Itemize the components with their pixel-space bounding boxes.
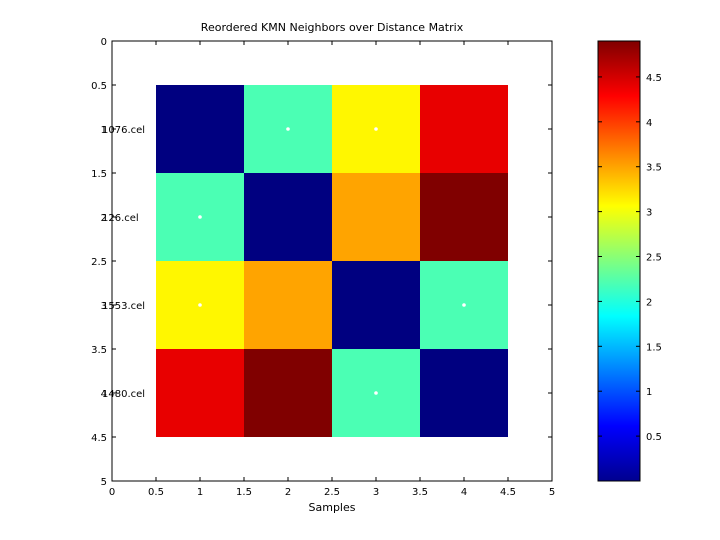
heatmap-cell-r2-c3 xyxy=(332,173,420,261)
neighbor-markers xyxy=(198,127,466,395)
y-tick-label: 0 xyxy=(101,37,107,48)
row-label: 126.cel xyxy=(102,213,139,224)
x-axis-ticks: 0 0.5 1 1.5 2 2.5 3 3.5 4 4.5 5 xyxy=(109,41,555,498)
colorbar-tick-label: 2 xyxy=(646,297,652,308)
row-label: 1553.cel xyxy=(102,301,145,312)
x-tick-label: 4 xyxy=(461,487,467,498)
neighbor-marker-r2-c1 xyxy=(198,215,202,219)
y-tick-label: 4.5 xyxy=(91,433,107,444)
neighbor-marker-r3-c4 xyxy=(462,303,466,307)
neighbor-marker-r3-c1 xyxy=(198,303,202,307)
colorbar-ticks: 0.5 1 1.5 2 2.5 3 3.5 4 4.5 xyxy=(598,73,662,443)
heatmap-cell-r1-c1 xyxy=(156,85,244,173)
neighbor-marker-r1-c2 xyxy=(286,127,290,131)
y-axis-ticks: 0 0.5 1 1.5 2 2.5 3 3.5 4 4.5 5 xyxy=(91,37,552,488)
x-tick-label: 0.5 xyxy=(148,487,164,498)
y-tick-label: 0.5 xyxy=(91,81,107,92)
colorbar: 0.5 1 1.5 2 2.5 3 3.5 4 4.5 xyxy=(597,40,662,482)
heatmap-cell-r4-c4 xyxy=(420,349,508,437)
x-tick-label: 3 xyxy=(373,487,379,498)
main-axes: 0 0.5 1 1.5 2 2.5 3 3.5 4 4.5 5 0 0.5 1 1.5 2 2.5 3 3.5 4 4… xyxy=(91,37,555,514)
y-tick-label: 1 xyxy=(101,125,107,136)
colorbar-frame xyxy=(597,40,641,482)
colorbar-tick-label: 4.5 xyxy=(646,73,662,84)
colorbar-tick-label: 1 xyxy=(646,387,652,398)
x-tick-label: 2 xyxy=(285,487,291,498)
heatmap-cell-r2-c4 xyxy=(420,173,508,261)
x-tick-label: 3.5 xyxy=(412,487,428,498)
heatmap-cell-r3-c2 xyxy=(244,261,332,349)
y-tick-label: 2 xyxy=(101,213,107,224)
y-tick-label: 3.5 xyxy=(91,345,107,356)
colorbar-tick-label: 0.5 xyxy=(646,432,662,443)
x-axis-label: Samples xyxy=(309,501,356,514)
x-tick-label: 0 xyxy=(109,487,115,498)
heatmap-cell-r3-c3 xyxy=(332,261,420,349)
x-tick-label: 5 xyxy=(549,487,555,498)
x-tick-label: 2.5 xyxy=(324,487,340,498)
neighbor-marker-r4-c3 xyxy=(374,391,378,395)
colorbar-tick-label: 2.5 xyxy=(646,253,662,264)
neighbor-marker-r1-c3 xyxy=(374,127,378,131)
colorbar-tick-label: 1.5 xyxy=(646,342,662,353)
colorbar-tick-label: 4 xyxy=(646,118,652,129)
chart-title: Reordered KMN Neighbors over Distance Ma… xyxy=(201,21,464,34)
y-tick-label: 2.5 xyxy=(91,257,107,268)
row-label: 1076.cel xyxy=(102,125,145,136)
row-label: 1480.cel xyxy=(102,389,145,400)
y-tick-label: 4 xyxy=(101,389,107,400)
colorbar-tick-label: 3.5 xyxy=(646,163,662,174)
colorbar-tick-label: 3 xyxy=(646,208,652,219)
y-tick-label: 3 xyxy=(101,301,107,312)
row-labels: 1076.cel 126.cel 1553.cel 1480.cel xyxy=(102,125,145,400)
y-tick-label: 1.5 xyxy=(91,169,107,180)
colorbar-gradient xyxy=(598,41,640,481)
x-tick-label: 1.5 xyxy=(236,487,252,498)
heatmap-cell-r2-c2 xyxy=(244,173,332,261)
heatmap-cell-r1-c4 xyxy=(420,85,508,173)
heatmap-cell-r4-c2 xyxy=(244,349,332,437)
heatmap-cell-r4-c1 xyxy=(156,349,244,437)
heatmap-cells xyxy=(156,85,508,437)
x-tick-label: 1 xyxy=(197,487,203,498)
y-tick-label: 5 xyxy=(101,477,107,488)
x-tick-label: 4.5 xyxy=(500,487,516,498)
